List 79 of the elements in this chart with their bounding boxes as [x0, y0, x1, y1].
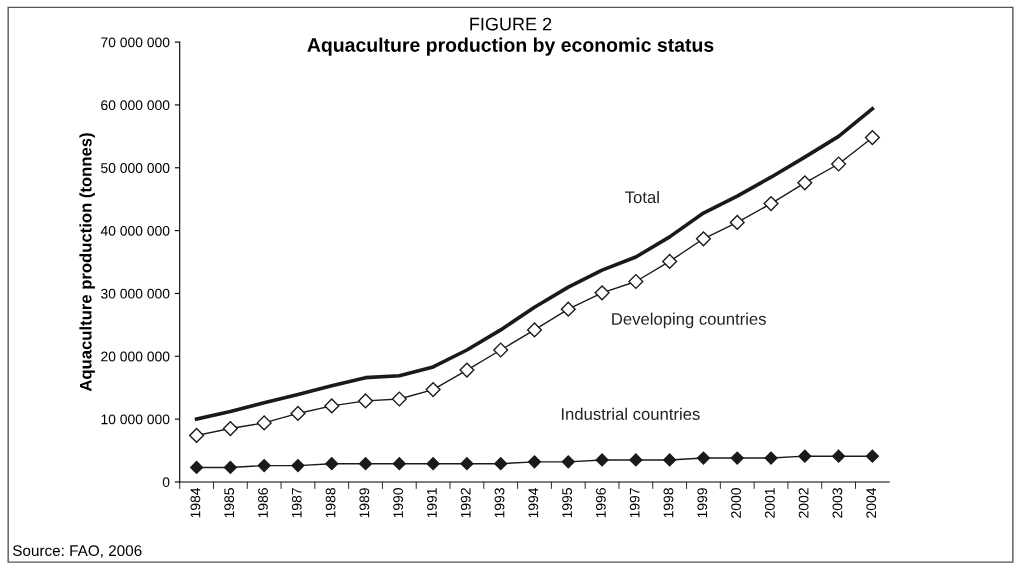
- point: [459, 362, 475, 378]
- y-tick-label: 30 000 000: [101, 288, 170, 299]
- y-tick-label: 60 000 000: [101, 100, 170, 111]
- point: [426, 457, 440, 471]
- point: [493, 342, 509, 358]
- y-tick-label: 10 000 000: [101, 414, 170, 425]
- y-axis-title: Aquaculture production (tonnes): [79, 133, 95, 392]
- chart-title: Aquaculture production by economic status: [307, 37, 714, 56]
- point: [256, 415, 272, 431]
- x-tick-label: 1992: [460, 488, 471, 518]
- point: [325, 457, 339, 471]
- x-tick-label: 1986: [258, 488, 268, 518]
- point: [763, 196, 779, 212]
- point: [730, 451, 744, 465]
- point: [561, 455, 575, 469]
- x-tick-label: 1995: [562, 488, 573, 518]
- source-note: Source: FAO, 2006: [12, 545, 142, 558]
- point: [223, 460, 237, 475]
- x-tick-label: 1984: [190, 487, 201, 518]
- x-tick-label: 1990: [393, 488, 404, 518]
- point: [831, 156, 847, 172]
- point: [190, 460, 204, 475]
- series-label: Industrial countries: [561, 407, 700, 420]
- point: [324, 398, 340, 414]
- y-tick-label: 70 000 000: [101, 37, 170, 48]
- point: [696, 451, 711, 465]
- point: [222, 420, 238, 437]
- x-tick-label: 1994: [528, 487, 539, 518]
- point: [864, 130, 880, 146]
- x-tick-label: 1985: [224, 488, 235, 518]
- x-tick-label: 1997: [629, 488, 640, 518]
- point: [257, 459, 271, 473]
- point: [291, 459, 305, 473]
- point: [594, 285, 610, 301]
- y-tick-label: 0: [162, 477, 170, 488]
- point: [560, 301, 576, 317]
- point: [357, 393, 374, 409]
- x-tick-label: 1993: [494, 488, 505, 518]
- point: [189, 427, 205, 444]
- point: [663, 453, 677, 467]
- point: [425, 382, 441, 398]
- point: [527, 455, 542, 469]
- point: [526, 322, 543, 338]
- x-tick-label: 1989: [359, 488, 370, 518]
- point: [865, 449, 879, 463]
- point: [662, 253, 678, 269]
- x-tick-label: 2001: [764, 488, 775, 518]
- x-tick-label: 1999: [697, 488, 708, 518]
- point: [595, 453, 609, 467]
- point: [798, 449, 812, 463]
- point: [494, 457, 508, 471]
- x-tick-label: 2002: [798, 488, 809, 518]
- x-tick-label: 1991: [427, 488, 437, 518]
- x-tick-label: 1996: [595, 488, 606, 518]
- y-tick-label: 40 000 000: [100, 225, 170, 236]
- line-series: [194, 106, 875, 421]
- x-tick-label: 1988: [325, 488, 336, 518]
- text: Total: [625, 190, 659, 204]
- point: [460, 457, 474, 471]
- x-tick-label: 2003: [832, 488, 843, 518]
- chart-subtitle: FIGURE 2: [470, 17, 552, 31]
- point: [392, 457, 406, 471]
- point: [358, 457, 373, 471]
- point: [628, 273, 644, 290]
- point: [832, 449, 846, 463]
- x-tick-label: 2004: [866, 487, 877, 518]
- x-tick-label: 1998: [663, 488, 674, 518]
- point: [290, 405, 306, 422]
- point: [695, 231, 712, 247]
- point: [729, 214, 745, 231]
- x-tick-label: 1987: [291, 488, 302, 518]
- x-tick-label: 2000: [731, 488, 741, 518]
- series-label: Developing countries: [612, 312, 766, 329]
- point: [629, 453, 643, 467]
- point: [764, 451, 778, 465]
- point: [797, 175, 813, 191]
- y-tick-label: 20 000 000: [101, 351, 170, 362]
- point: [391, 391, 407, 407]
- y-tick-label: 50 000 000: [101, 163, 170, 173]
